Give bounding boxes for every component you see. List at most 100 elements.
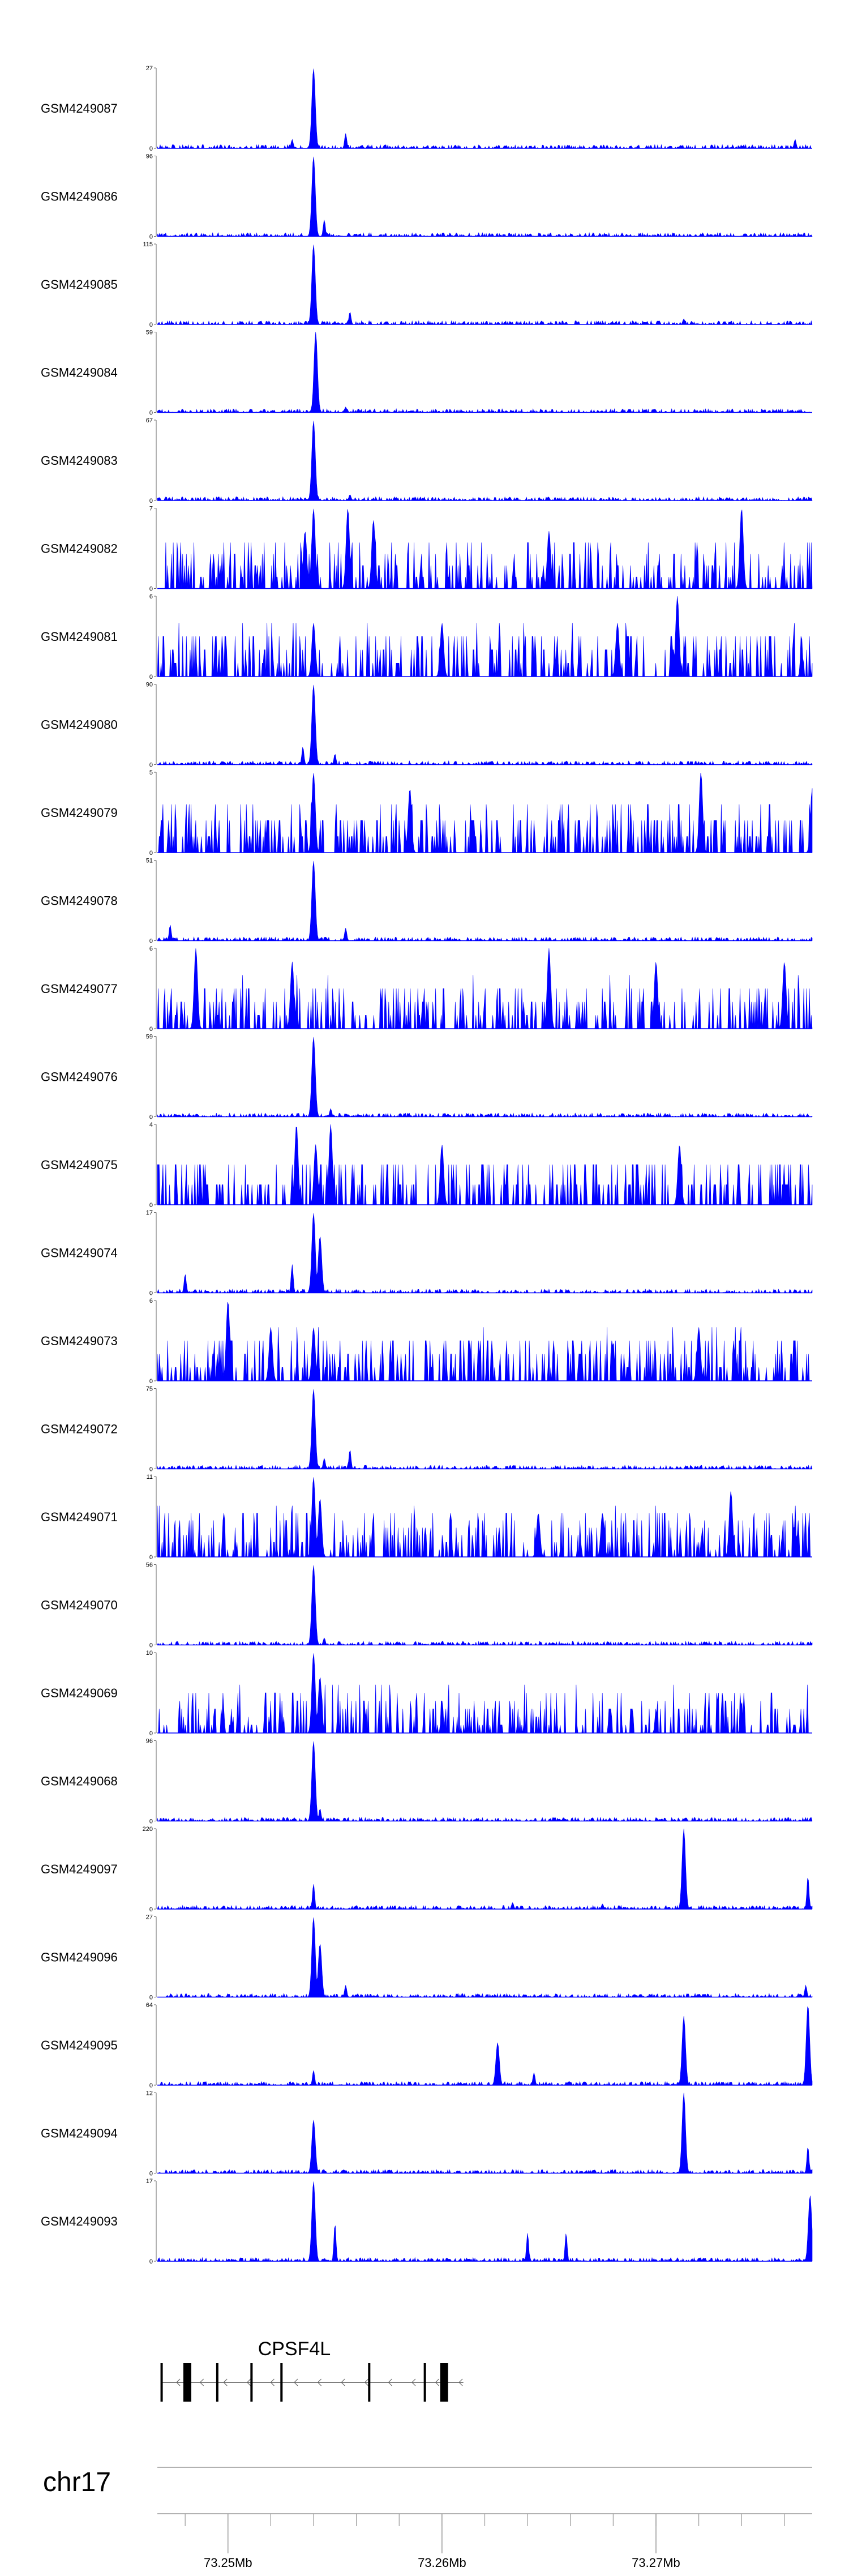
gene-exon [160,2363,163,2402]
y-max-label: 27 [146,1914,153,1921]
track-GSM4249084: GSM4249084 59 0 [41,330,812,417]
track-name: GSM4249077 [41,982,118,996]
track-name: GSM4249083 [41,453,118,468]
y-min-label: 0 [149,762,153,769]
track-name: GSM4249094 [41,2126,118,2141]
track-name: GSM4249078 [41,894,118,908]
coverage-area [157,1829,813,1910]
gene-exon [183,2363,191,2402]
y-min-label: 0 [149,234,153,241]
gene-exon [440,2363,448,2402]
y-min-label: 0 [149,1554,153,1561]
track-name: GSM4249084 [41,366,118,380]
y-min-label: 0 [149,1642,153,1649]
track-name: GSM4249070 [41,1598,118,1612]
y-min-label: 0 [149,1466,153,1473]
track-GSM4249093: GSM4249093 17 0 [41,2178,813,2265]
y-min-label: 0 [149,850,153,857]
y-min-label: 0 [149,1995,153,2001]
coverage-area [157,69,812,149]
coverage-area [157,1477,812,1557]
track-GSM4249087: GSM4249087 27 0 [41,65,812,152]
coverage-area [157,1213,813,1294]
track-name: GSM4249087 [41,101,118,115]
y-min-label: 0 [149,322,153,328]
y-min-label: 0 [149,938,153,945]
coverage-area [157,332,812,413]
strand-arrow [294,2378,298,2386]
y-max-label: 75 [146,1386,153,1393]
gene-exon [368,2363,371,2402]
y-max-label: 59 [146,330,153,336]
track-GSM4249080: GSM4249080 90 0 [41,682,813,769]
y-max-label: 220 [143,1826,153,1833]
track-name: GSM4249068 [41,1774,118,1788]
y-max-label: 59 [146,1034,153,1041]
track-name: GSM4249074 [41,1246,118,1260]
track-GSM4249094: GSM4249094 12 0 [41,2090,813,2177]
coverage-area [157,1037,813,1118]
track-name: GSM4249080 [41,718,118,732]
y-min-label: 0 [149,1290,153,1297]
y-min-label: 0 [149,1026,153,1033]
chromosome-label: chr17 [43,2467,111,2497]
track-GSM4249081: GSM4249081 6 0 [41,593,813,681]
track-GSM4249085: GSM4249085 115 0 [41,241,813,328]
coverage-area [157,1302,812,1381]
y-max-label: 6 [149,593,153,600]
gene-exon [216,2363,218,2402]
gene-exon [423,2363,426,2402]
track-GSM4249077: GSM4249077 6 0 [41,945,813,1033]
coverage-area [157,156,813,237]
coverage-area [157,772,813,853]
y-min-label: 0 [149,2082,153,2089]
y-min-label: 0 [149,1818,153,1825]
track-GSM4249068: GSM4249068 96 0 [41,1738,813,1825]
track-GSM4249075: GSM4249075 4 0 [41,1122,813,1209]
coverage-area [157,596,813,677]
y-min-label: 0 [149,410,153,417]
coverage-area [157,1741,813,1822]
coverage-area [157,508,813,589]
y-min-label: 0 [149,1378,153,1385]
track-name: GSM4249082 [41,542,118,556]
y-min-label: 0 [149,2171,153,2177]
track-GSM4249071: GSM4249071 11 0 [41,1474,812,1561]
track-name: GSM4249072 [41,1422,118,1436]
y-max-label: 90 [146,682,153,688]
track-GSM4249069: GSM4249069 10 0 [41,1650,812,1737]
chromosome-track: chr17 [43,2467,812,2497]
axis-tick-label: 73.27Mb [632,2556,680,2570]
y-max-label: 10 [146,1650,153,1657]
coverage-area [157,1565,813,1646]
y-max-label: 7 [149,506,153,512]
track-name: GSM4249097 [41,1862,118,1876]
track-name: GSM4249079 [41,806,118,820]
track-GSM4249072: GSM4249072 75 0 [41,1386,813,1473]
y-max-label: 6 [149,945,153,952]
track-GSM4249078: GSM4249078 51 0 [41,858,813,945]
track-GSM4249086: GSM4249086 96 0 [41,153,813,241]
y-max-label: 67 [146,417,153,424]
track-GSM4249079: GSM4249079 5 0 [41,769,813,857]
y-max-label: 4 [149,1122,153,1128]
gene-track: CPSF4L [160,2338,464,2402]
coverage-area [157,2181,813,2262]
strand-arrow [199,2378,204,2386]
y-min-label: 0 [149,1906,153,1913]
track-GSM4249095: GSM4249095 64 0 [41,2002,813,2089]
y-max-label: 56 [146,1562,153,1569]
track-GSM4249073: GSM4249073 6 0 [41,1298,812,1385]
y-max-label: 6 [149,1298,153,1304]
y-max-label: 96 [146,153,153,160]
y-min-label: 0 [149,674,153,681]
coverage-area [156,684,813,765]
coverage-area [157,1389,813,1470]
track-name: GSM4249069 [41,1686,118,1700]
strand-arrow [411,2378,416,2386]
axis-tick-label: 73.25Mb [204,2556,252,2570]
y-min-label: 0 [149,146,153,152]
track-GSM4249083: GSM4249083 67 0 [41,417,813,504]
track-GSM4249074: GSM4249074 17 0 [41,1210,813,1297]
